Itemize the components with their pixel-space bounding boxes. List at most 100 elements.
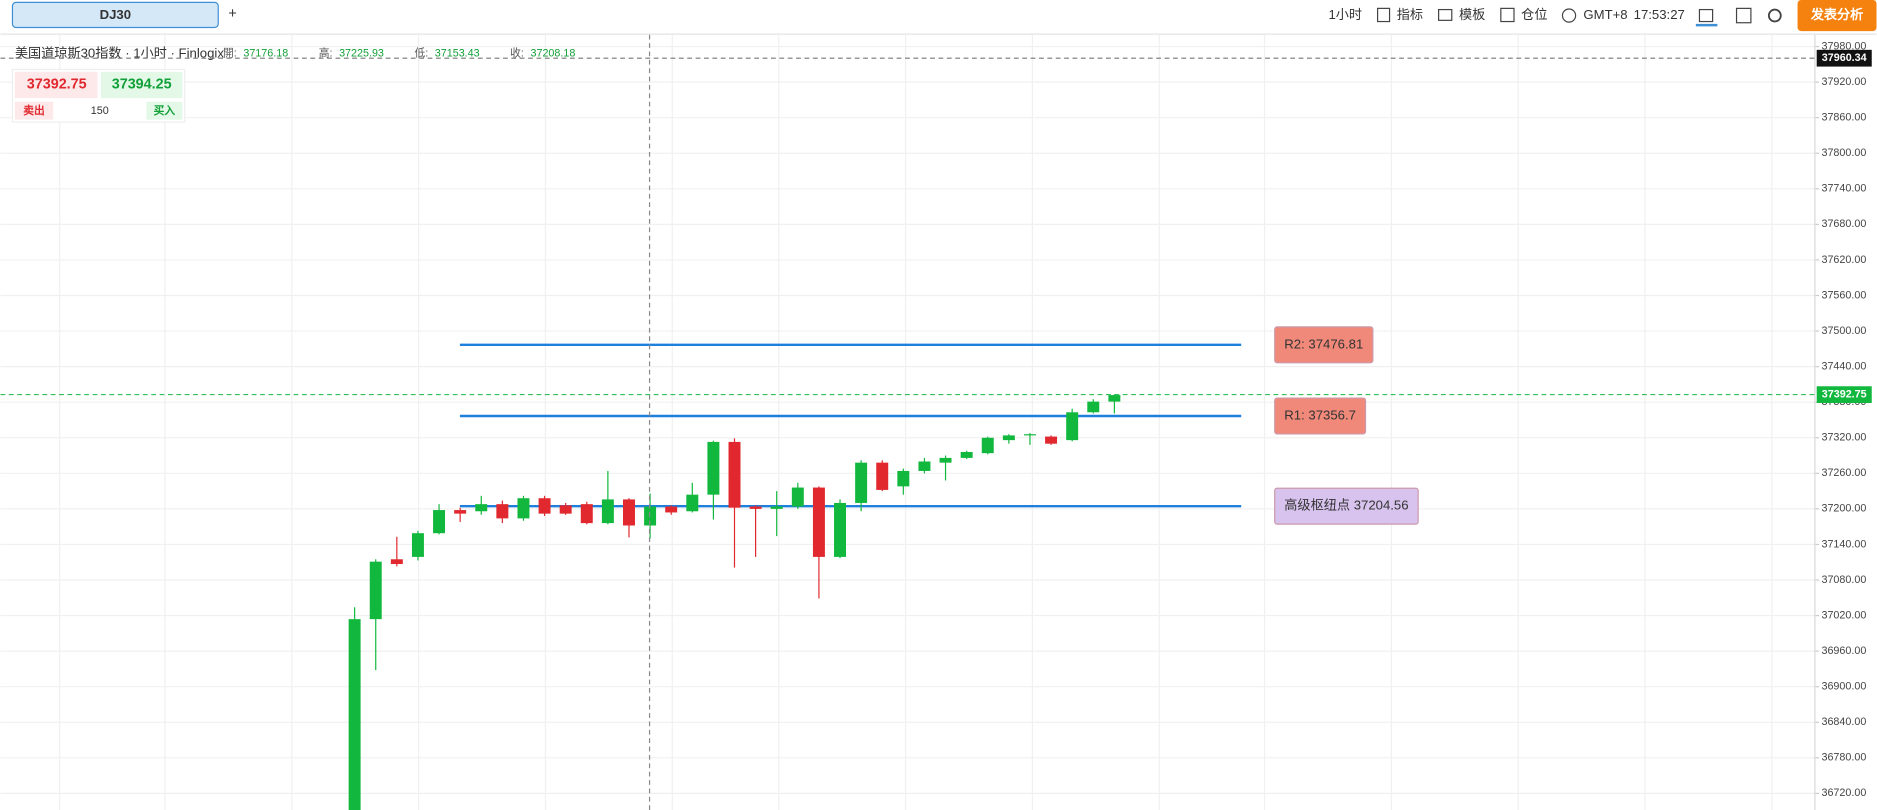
ohlc-value: 37208.18 <box>531 48 576 60</box>
candle-body <box>791 487 804 507</box>
candle-body <box>686 494 699 512</box>
candle-body <box>665 506 678 513</box>
candle-body <box>517 498 530 519</box>
pivot-label: R2: 37476.81 <box>1284 336 1363 351</box>
candle-body <box>433 510 446 534</box>
y-tick-label: 37740.00 <box>1821 183 1866 195</box>
y-tick-label: 37800.00 <box>1821 147 1866 159</box>
y-tick-label: 37320.00 <box>1821 432 1866 444</box>
candle-body <box>601 499 614 524</box>
icon[interactable] <box>1698 8 1714 23</box>
pivot-label: 高级枢纽点 37204.56 <box>1284 497 1408 513</box>
candle-body <box>812 487 825 557</box>
timezone[interactable]: GMT+8 <box>1583 7 1627 22</box>
indicators[interactable]: 指标 <box>1397 7 1423 22</box>
pivot-label-box <box>1274 487 1419 525</box>
add-tab[interactable]: + <box>228 6 236 22</box>
volume[interactable]: 150 <box>91 105 109 117</box>
ohlc-value: 37225.93 <box>339 48 384 60</box>
symbol-info: 美国道琼斯30指数 · 1小时 · Finlogix <box>15 45 224 60</box>
y-tick-label: 37680.00 <box>1821 218 1866 230</box>
pivot-label: R1: 37356.7 <box>1284 407 1356 422</box>
symbol-tab[interactable] <box>11 1 219 29</box>
y-tick-label: 36960.00 <box>1821 645 1866 657</box>
icon <box>1438 8 1453 21</box>
candle-body <box>981 437 994 454</box>
candle-body <box>834 502 847 557</box>
icon[interactable] <box>1735 7 1752 24</box>
candle-body <box>770 506 783 509</box>
crosshair-label: 37960.34 <box>1822 52 1867 64</box>
candle-body <box>475 504 488 512</box>
y-tick-label: 37980.00 <box>1821 40 1866 52</box>
ohlc-label: 開: <box>223 48 237 60</box>
sell-price[interactable]: 37392.75 <box>27 77 87 93</box>
tab-label[interactable]: DJ30 <box>100 7 131 22</box>
candle-body <box>411 533 424 557</box>
candle-body <box>728 441 741 508</box>
sell-label[interactable]: 卖出 <box>23 104 45 117</box>
candle-body <box>855 462 868 503</box>
y-tick-label: 37440.00 <box>1821 360 1866 372</box>
publish-label[interactable]: 发表分析 <box>1810 6 1864 22</box>
last-price-label: 37392.75 <box>1822 388 1867 400</box>
candle-body <box>559 505 572 514</box>
pivot-label-box <box>1274 326 1374 364</box>
positions[interactable]: 仓位 <box>1521 7 1547 22</box>
sell-box[interactable] <box>14 71 98 99</box>
y-tick-label: 37140.00 <box>1821 538 1866 550</box>
y-tick-label: 37260.00 <box>1821 467 1866 479</box>
candle-body <box>580 504 593 524</box>
y-tick-label: 37080.00 <box>1821 574 1866 586</box>
ohlc-value: 37176.18 <box>243 48 288 60</box>
icon <box>1561 8 1577 23</box>
sell-button[interactable] <box>14 101 54 120</box>
pivot-label-box <box>1274 397 1367 435</box>
candle-body <box>1045 436 1058 444</box>
candle-body <box>960 451 973 458</box>
y-tick-label: 37560.00 <box>1821 289 1866 301</box>
toolbar <box>0 0 1877 34</box>
buy-button[interactable] <box>146 101 183 120</box>
candle-body <box>538 498 551 514</box>
publish-button[interactable] <box>1797 0 1877 32</box>
last-price-tag <box>1816 386 1872 404</box>
y-tick-label: 37860.00 <box>1821 112 1866 124</box>
candle-body <box>749 506 762 509</box>
y-tick-label: 37500.00 <box>1821 325 1866 337</box>
templates[interactable]: 模板 <box>1459 7 1485 22</box>
y-tick-label: 36900.00 <box>1821 681 1866 693</box>
candle-body <box>939 457 952 463</box>
candle-body <box>1108 395 1121 402</box>
candle-body <box>623 499 635 526</box>
candle-body <box>707 441 720 495</box>
y-tick-label: 37020.00 <box>1821 609 1866 621</box>
icon <box>1377 7 1391 23</box>
crosshair-tag <box>1816 49 1872 67</box>
buy-box[interactable] <box>100 71 183 99</box>
y-tick-label: 37920.00 <box>1821 76 1866 88</box>
candle-body <box>1023 434 1036 436</box>
buy-label[interactable]: 买入 <box>154 105 176 117</box>
y-tick-label: 36720.00 <box>1821 787 1866 799</box>
y-tick-label: 37200.00 <box>1821 503 1866 515</box>
candle-body <box>369 561 382 620</box>
candle-body <box>876 462 889 490</box>
interval[interactable]: 1小时 <box>1328 7 1362 22</box>
candle-body <box>348 619 361 810</box>
candle-body <box>1002 435 1015 441</box>
settings-icon[interactable] <box>1767 8 1782 23</box>
candle-body <box>454 510 467 514</box>
candle-body <box>918 461 931 471</box>
y-tick-label: 37620.00 <box>1821 254 1866 266</box>
candle-body <box>496 504 509 519</box>
candle-body <box>390 559 403 565</box>
candle-body <box>1066 412 1079 441</box>
buy-price[interactable]: 37394.25 <box>112 77 172 93</box>
ohlc-value: 37153.43 <box>435 48 480 60</box>
clock: 17:53:27 <box>1634 7 1685 22</box>
y-tick-label: 36840.00 <box>1821 716 1866 728</box>
ohlc-label: 高: <box>319 47 333 60</box>
ohlc-label: 低: <box>414 47 428 60</box>
